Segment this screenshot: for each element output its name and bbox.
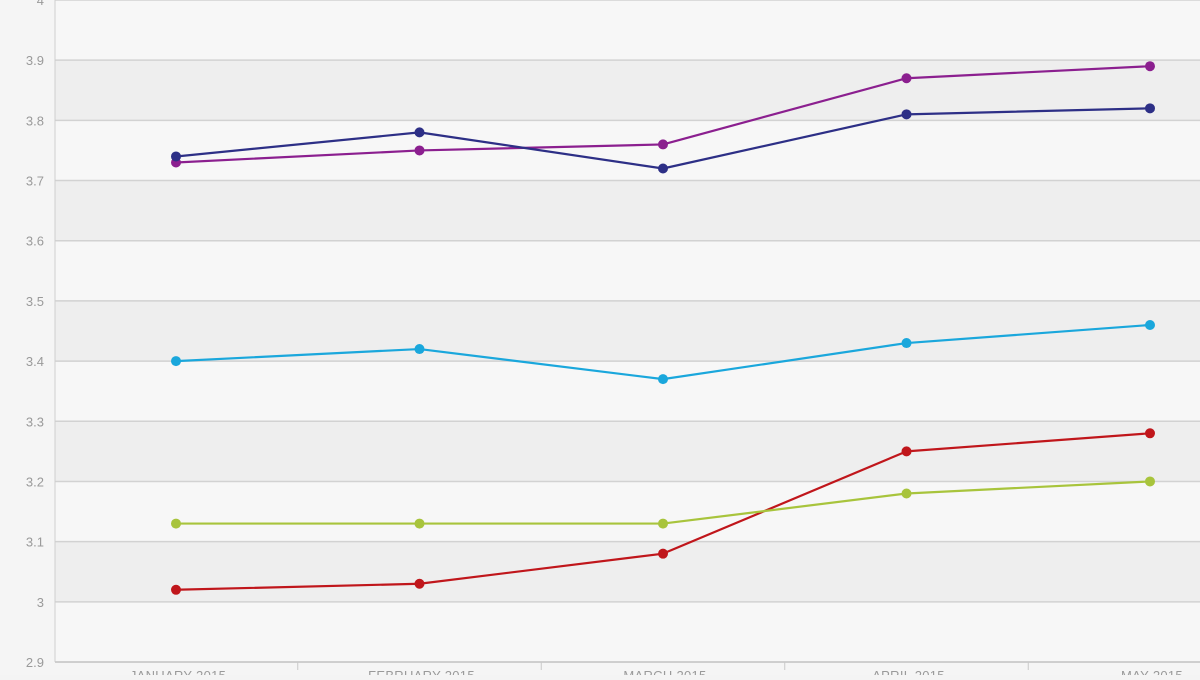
- axes: [54, 0, 1200, 663]
- data-point[interactable]: [414, 518, 425, 529]
- x-tick-label: MARCH 2015: [623, 668, 706, 675]
- y-tick-label: 3.6: [26, 234, 44, 249]
- data-point[interactable]: [414, 127, 425, 138]
- gridlines: [55, 0, 1200, 663]
- y-tick-label: 3.3: [26, 414, 44, 429]
- y-tick-label: 3.8: [26, 113, 44, 128]
- data-point[interactable]: [901, 488, 912, 499]
- plot-band: [55, 361, 1200, 422]
- data-point[interactable]: [171, 356, 181, 367]
- plot-band: [55, 240, 1200, 301]
- series-2: [171, 103, 1155, 174]
- data-point[interactable]: [414, 578, 425, 589]
- data-point[interactable]: [1145, 103, 1155, 114]
- plot-band: [55, 481, 1200, 542]
- data-point[interactable]: [1145, 428, 1155, 439]
- plot-band: [55, 601, 1200, 662]
- y-tick-label: 3: [37, 595, 44, 610]
- plot-band: [55, 0, 1200, 61]
- y-tick-label: 2.9: [26, 655, 44, 670]
- x-tick-label: JANUARY 2015: [130, 668, 226, 675]
- x-tick-label: APRIL 2015: [872, 668, 945, 675]
- y-tick-label: 3.2: [26, 474, 44, 489]
- data-point[interactable]: [171, 518, 181, 529]
- x-tick-label: MAY 2015: [1121, 668, 1183, 675]
- plot-band: [55, 60, 1200, 121]
- data-point[interactable]: [901, 109, 912, 120]
- series-1: [171, 61, 1155, 168]
- series-3: [171, 319, 1155, 385]
- plot-band: [55, 541, 1200, 602]
- series-5: [171, 476, 1155, 529]
- data-point[interactable]: [414, 145, 425, 156]
- data-point[interactable]: [658, 548, 668, 559]
- y-tick-label: 3.9: [26, 53, 44, 68]
- y-tick-label: 3.4: [26, 354, 44, 369]
- data-point[interactable]: [658, 139, 668, 150]
- data-point[interactable]: [901, 338, 912, 349]
- data-point[interactable]: [1145, 319, 1155, 330]
- data-point[interactable]: [658, 163, 668, 174]
- y-tick-label: 3.7: [26, 174, 44, 189]
- data-point[interactable]: [1145, 61, 1155, 72]
- data-point[interactable]: [658, 518, 668, 529]
- series-4: [171, 428, 1155, 595]
- data-point[interactable]: [658, 374, 668, 385]
- data-point[interactable]: [171, 151, 181, 162]
- y-tick-label: 4: [37, 0, 44, 8]
- plot-band: [55, 300, 1200, 362]
- data-point[interactable]: [414, 344, 425, 355]
- y-tick-label: 3.5: [26, 294, 44, 309]
- data-point[interactable]: [901, 73, 912, 84]
- series-lines: [171, 61, 1155, 595]
- data-point[interactable]: [901, 446, 912, 457]
- y-axis-ticks: 2.9 3 3.1 3.2 3.3 3.4 3.5 3.6 3.7 3.8 3.9 4: [26, 0, 44, 670]
- plot-band: [55, 421, 1200, 482]
- data-point[interactable]: [1145, 476, 1155, 487]
- plot-band: [55, 180, 1200, 241]
- data-point[interactable]: [171, 584, 181, 595]
- y-tick-label: 3.1: [26, 535, 44, 550]
- x-tick-label: FEBRUARY 2015: [368, 668, 475, 675]
